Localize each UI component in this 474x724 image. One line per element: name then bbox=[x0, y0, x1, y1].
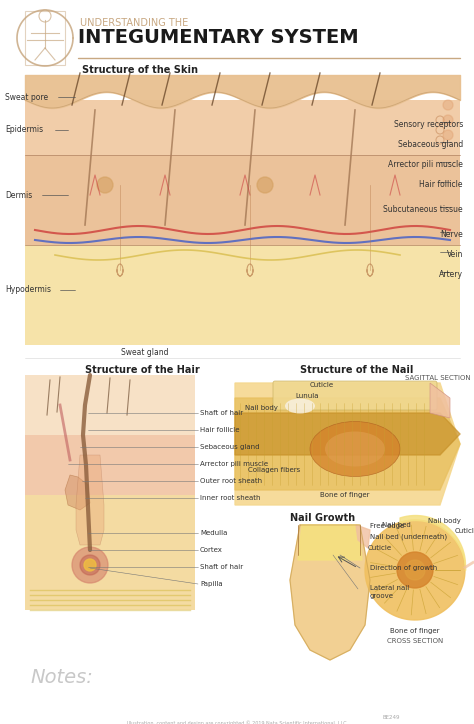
FancyBboxPatch shape bbox=[25, 100, 460, 155]
Ellipse shape bbox=[310, 421, 400, 476]
Text: Dermis: Dermis bbox=[5, 190, 32, 200]
Text: Sweat pore: Sweat pore bbox=[5, 93, 48, 101]
Text: Structure of the Nail: Structure of the Nail bbox=[300, 365, 413, 375]
Text: Sebaceous gland: Sebaceous gland bbox=[200, 444, 259, 450]
Circle shape bbox=[443, 130, 453, 140]
Text: BE249: BE249 bbox=[383, 715, 400, 720]
Polygon shape bbox=[365, 520, 465, 620]
Text: Lunula: Lunula bbox=[295, 393, 319, 399]
Text: Epidermis: Epidermis bbox=[5, 125, 43, 135]
Polygon shape bbox=[65, 475, 90, 510]
Text: Structure of the Hair: Structure of the Hair bbox=[85, 365, 200, 375]
Text: Hair follicle: Hair follicle bbox=[419, 180, 463, 189]
Text: Notes:: Notes: bbox=[30, 668, 93, 687]
Text: Nail body: Nail body bbox=[428, 518, 461, 524]
Polygon shape bbox=[430, 383, 450, 418]
Circle shape bbox=[257, 177, 273, 193]
Polygon shape bbox=[235, 383, 460, 505]
Text: Cuticle: Cuticle bbox=[368, 545, 392, 551]
Circle shape bbox=[72, 547, 108, 583]
Circle shape bbox=[97, 177, 113, 193]
Text: Outer root sheath: Outer root sheath bbox=[200, 478, 262, 484]
Circle shape bbox=[397, 552, 433, 588]
Ellipse shape bbox=[325, 432, 385, 466]
Text: Medulla: Medulla bbox=[200, 530, 228, 536]
Text: Vein: Vein bbox=[447, 250, 463, 259]
Text: groove: groove bbox=[370, 593, 394, 599]
Text: Hypodermis: Hypodermis bbox=[5, 285, 51, 295]
Circle shape bbox=[443, 115, 453, 125]
Text: Nail bed (underneath): Nail bed (underneath) bbox=[370, 534, 447, 541]
FancyBboxPatch shape bbox=[25, 495, 195, 610]
Text: UNDERSTANDING THE: UNDERSTANDING THE bbox=[80, 18, 188, 28]
FancyBboxPatch shape bbox=[25, 155, 460, 245]
Polygon shape bbox=[235, 413, 460, 455]
Text: Bone of finger: Bone of finger bbox=[320, 492, 370, 498]
Polygon shape bbox=[76, 455, 104, 545]
Text: Free edge: Free edge bbox=[370, 523, 404, 529]
Text: Nail Growth: Nail Growth bbox=[290, 513, 355, 523]
Text: Structure of the Skin: Structure of the Skin bbox=[82, 65, 198, 75]
Text: Hair follicle: Hair follicle bbox=[200, 427, 239, 433]
Text: Illustration, content and design are copyrighted © 2019 Nata Scientific Internat: Illustration, content and design are cop… bbox=[127, 720, 347, 724]
Text: Sensory receptors: Sensory receptors bbox=[393, 120, 463, 129]
Polygon shape bbox=[290, 525, 370, 660]
Text: Inner root sheath: Inner root sheath bbox=[200, 495, 261, 501]
Text: Artery: Artery bbox=[439, 270, 463, 279]
Text: Lateral nail: Lateral nail bbox=[370, 585, 409, 591]
Text: Collagen fibers: Collagen fibers bbox=[248, 467, 300, 473]
Text: CROSS SECTION: CROSS SECTION bbox=[387, 638, 443, 644]
Text: Shaft of hair: Shaft of hair bbox=[200, 410, 243, 416]
Text: Shaft of hair: Shaft of hair bbox=[200, 564, 243, 570]
Text: Sweat gland: Sweat gland bbox=[121, 348, 169, 357]
Text: Papilla: Papilla bbox=[200, 581, 223, 587]
FancyBboxPatch shape bbox=[25, 375, 195, 610]
Circle shape bbox=[80, 555, 100, 575]
FancyBboxPatch shape bbox=[25, 245, 460, 345]
Circle shape bbox=[443, 100, 453, 110]
Text: Nail body: Nail body bbox=[245, 405, 278, 411]
Text: Arrector pili muscle: Arrector pili muscle bbox=[388, 160, 463, 169]
Text: SAGITTAL SECTION: SAGITTAL SECTION bbox=[405, 375, 471, 381]
Text: Cuticle: Cuticle bbox=[310, 382, 334, 388]
Text: Nail bed: Nail bed bbox=[382, 522, 411, 528]
Text: Nerve: Nerve bbox=[440, 230, 463, 239]
FancyBboxPatch shape bbox=[273, 381, 437, 410]
Circle shape bbox=[84, 559, 96, 571]
Polygon shape bbox=[298, 525, 362, 560]
Polygon shape bbox=[356, 525, 370, 548]
Ellipse shape bbox=[285, 398, 315, 413]
FancyBboxPatch shape bbox=[25, 435, 195, 610]
Text: Cuticle: Cuticle bbox=[455, 528, 474, 534]
Text: Cortex: Cortex bbox=[200, 547, 223, 553]
Polygon shape bbox=[235, 398, 460, 490]
Text: Bone of finger: Bone of finger bbox=[390, 628, 440, 634]
Text: Arrector pili muscle: Arrector pili muscle bbox=[200, 461, 268, 467]
Text: Subcutaneous tissue: Subcutaneous tissue bbox=[383, 205, 463, 214]
Text: Sebaceous gland: Sebaceous gland bbox=[398, 140, 463, 149]
Text: Direction of growth: Direction of growth bbox=[370, 565, 437, 571]
Circle shape bbox=[405, 560, 425, 580]
Text: INTEGUMENTARY SYSTEM: INTEGUMENTARY SYSTEM bbox=[78, 28, 359, 47]
